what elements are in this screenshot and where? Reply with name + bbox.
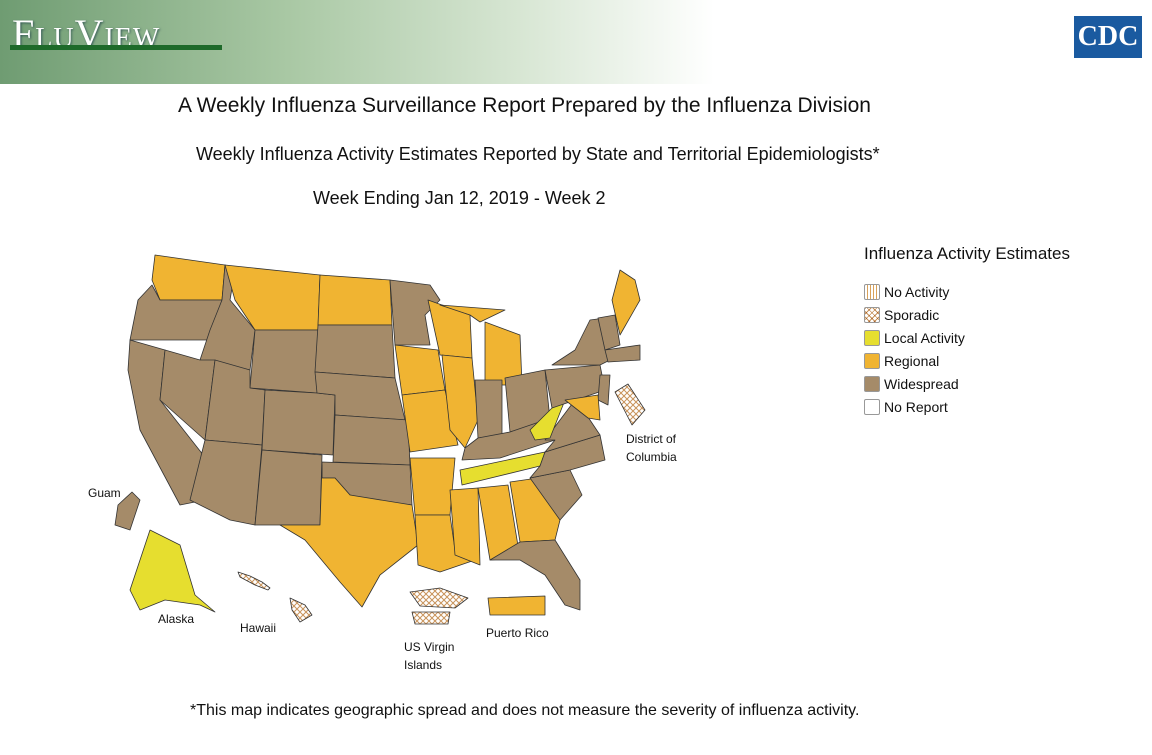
legend-item: No Report xyxy=(864,399,948,415)
region-shape[interactable] xyxy=(449,487,481,566)
region-shape[interactable] xyxy=(129,529,216,613)
hawaii-label: Hawaii xyxy=(240,621,276,635)
alaska-label: Alaska xyxy=(158,612,194,626)
region-shape[interactable] xyxy=(237,571,271,591)
region-shape[interactable] xyxy=(317,274,393,326)
region-shape[interactable] xyxy=(487,595,546,616)
region-shape[interactable] xyxy=(614,383,646,426)
footnote: *This map indicates geographic spread an… xyxy=(190,702,860,719)
region-shape[interactable] xyxy=(314,324,396,379)
region-shape[interactable] xyxy=(254,449,323,526)
legend-swatch xyxy=(864,307,880,323)
week: Week Ending Jan 12, 2019 - Week 2 xyxy=(313,188,606,208)
region-shape[interactable] xyxy=(394,344,446,396)
legend-label: No Report xyxy=(884,399,948,415)
region-shape[interactable] xyxy=(289,597,313,623)
legend-item: Sporadic xyxy=(864,307,939,323)
region-shape[interactable] xyxy=(411,611,451,625)
legend-label: Regional xyxy=(884,353,940,369)
region-shape[interactable] xyxy=(409,457,456,516)
region-shape[interactable] xyxy=(332,414,411,466)
region-shape[interactable] xyxy=(151,254,226,301)
region-shape[interactable] xyxy=(489,539,581,611)
legend-swatch xyxy=(864,330,880,346)
region-shape[interactable] xyxy=(409,587,469,609)
region-shape[interactable] xyxy=(401,389,459,453)
legend-swatch xyxy=(864,376,880,392)
region-shape[interactable] xyxy=(261,389,336,456)
region-shape[interactable] xyxy=(611,269,641,336)
cdc-logo[interactable]: CDC xyxy=(1074,16,1142,58)
report-title: A Weekly Influenza Surveillance Report P… xyxy=(178,94,871,117)
region-shape[interactable] xyxy=(114,491,141,531)
region-shape[interactable] xyxy=(279,464,419,608)
region-shape[interactable] xyxy=(597,374,611,406)
legend-item: Widespread xyxy=(864,376,959,392)
legend-label: Sporadic xyxy=(884,307,940,323)
legend-label: No Activity xyxy=(884,284,950,300)
puerto-rico-label: Puerto Rico xyxy=(486,626,549,640)
legend-swatch xyxy=(864,284,880,300)
legend-label: Local Activity xyxy=(884,330,965,346)
subtitle: Weekly Influenza Activity Estimates Repo… xyxy=(196,144,880,164)
legend-label: Widespread xyxy=(884,376,959,392)
region-shape[interactable] xyxy=(564,394,601,421)
legend-item: Regional xyxy=(864,353,939,369)
region-shape[interactable] xyxy=(604,344,641,363)
legend-item: No Activity xyxy=(864,284,949,300)
legend-title: Influenza Activity Estimates xyxy=(864,244,1070,263)
region-shape[interactable] xyxy=(597,314,621,351)
region-shape[interactable] xyxy=(439,304,506,323)
banner: FluView CDC xyxy=(0,0,1152,84)
region-shape[interactable] xyxy=(529,399,566,441)
region-shape[interactable] xyxy=(474,379,503,439)
legend-item: Local Activity xyxy=(864,330,965,346)
usvi-label: US Virgin Islands xyxy=(404,640,454,672)
guam-label: Guam xyxy=(88,486,121,500)
brand-bar xyxy=(10,45,222,50)
dc-label: District of Columbia xyxy=(626,432,677,464)
legend-swatch xyxy=(864,353,880,369)
region-shape[interactable] xyxy=(441,354,479,449)
region-shape[interactable] xyxy=(249,329,319,394)
legend-swatch xyxy=(864,399,880,415)
